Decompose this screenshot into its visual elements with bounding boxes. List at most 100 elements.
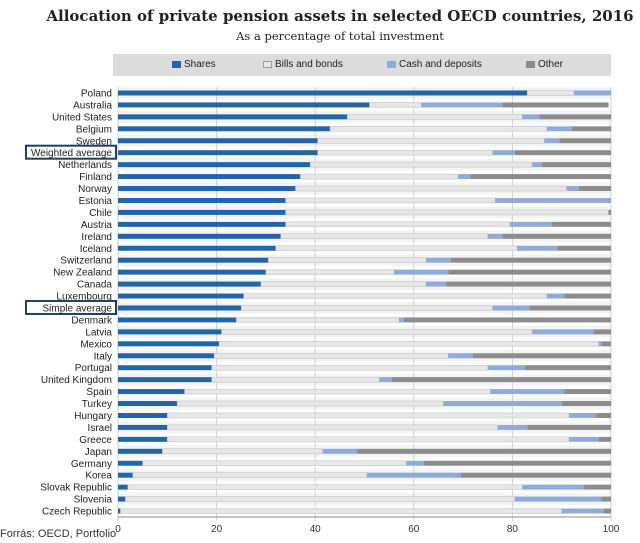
bar-bills-and-bonds-korea: [132, 472, 368, 478]
bar-bills-and-bonds-slovenia: [125, 496, 516, 502]
category-label-mexico: Mexico: [80, 339, 112, 350]
bar-shares-italy: [118, 353, 215, 359]
category-label-finland: Finland: [79, 172, 112, 183]
bar-other-netherlands: [541, 162, 611, 168]
bar-shares-germany: [118, 460, 143, 466]
bar-shares-mexico: [118, 341, 220, 347]
bar-bills-and-bonds-australia: [369, 102, 422, 108]
bar-cash-and-deposits-portugal: [487, 365, 525, 371]
bar-other-finland: [470, 174, 611, 180]
bar-cash-and-deposits-israel: [497, 424, 528, 430]
bar-cash-and-deposits-luxembourg: [546, 293, 565, 299]
bar-shares-poland: [118, 90, 528, 96]
bar-shares-estonia: [118, 197, 286, 203]
bar-cash-and-deposits-hungary: [569, 412, 597, 418]
highlight-box-simple-average: [25, 299, 117, 315]
bar-shares-korea: [118, 472, 133, 478]
bar-shares-new-zealand: [118, 269, 266, 275]
bar-cash-and-deposits-australia: [421, 102, 503, 108]
bar-cash-and-deposits-netherlands: [532, 162, 542, 168]
bar-bills-and-bonds-finland: [300, 173, 459, 180]
bar-bills-and-bonds-mexico: [218, 341, 599, 347]
bar-other-sweden: [559, 138, 611, 144]
legend-label-shares: Shares: [184, 59, 216, 70]
bar-shares-slovak-republic: [118, 484, 128, 490]
category-label-belgium: Belgium: [76, 124, 112, 135]
category-label-spain: Spain: [86, 387, 112, 398]
bar-other-norway: [578, 186, 611, 192]
bar-shares-israel: [118, 424, 168, 430]
bar-shares-netherlands: [118, 162, 311, 168]
bar-cash-and-deposits-ireland: [487, 233, 503, 239]
bar-shares-canada: [118, 281, 261, 287]
bar-shares-switzerland: [118, 257, 269, 263]
bar-other-israel: [527, 424, 611, 430]
bar-shares-simple-average: [118, 305, 242, 311]
bar-other-hungary: [596, 412, 611, 418]
bar-bills-and-bonds-spain: [184, 388, 491, 395]
bar-bills-and-bonds-ireland: [280, 233, 488, 240]
category-label-estonia: Estonia: [79, 196, 113, 207]
chart-title: Allocation of private pension assets in …: [46, 7, 634, 25]
category-label-united-kingdom: United Kingdom: [41, 375, 112, 386]
category-label-iceland: Iceland: [80, 244, 112, 255]
category-label-ireland: Ireland: [81, 232, 112, 243]
bar-shares-belgium: [118, 126, 330, 132]
bar-bills-and-bonds-denmark: [236, 317, 400, 323]
bar-shares-austria: [118, 221, 286, 227]
legend-item-other: Other: [526, 54, 563, 76]
bar-cash-and-deposits-belgium: [546, 126, 572, 132]
category-label-portugal: Portugal: [75, 363, 112, 374]
bar-cash-and-deposits-austria: [509, 221, 552, 227]
legend-item-bills-and-bonds: Bills and bonds: [263, 54, 343, 76]
category-label-canada: Canada: [77, 280, 112, 291]
category-label-turkey: Turkey: [82, 399, 112, 410]
bar-bills-and-bonds-poland: [526, 90, 575, 96]
bar-cash-and-deposits-czech-republic: [561, 508, 604, 514]
bar-shares-japan: [118, 448, 163, 454]
category-label-latvia: Latvia: [85, 327, 112, 338]
bar-shares-united-kingdom: [118, 377, 212, 383]
bar-other-japan: [357, 448, 611, 454]
bar-shares-denmark: [118, 317, 237, 323]
bar-cash-and-deposits-slovenia: [514, 496, 602, 502]
bar-other-chile: [608, 209, 611, 215]
category-label-chile: Chile: [89, 208, 112, 219]
x-tick-label-40: 40: [310, 524, 322, 535]
bar-bills-and-bonds-belgium: [329, 126, 548, 132]
bar-other-germany: [423, 460, 611, 466]
bar-shares-chile: [118, 209, 286, 215]
bar-other-luxembourg: [564, 293, 611, 299]
bar-bills-and-bonds-portugal: [211, 364, 488, 371]
bar-bills-and-bonds-germany: [142, 460, 407, 466]
legend-item-shares: Shares: [172, 54, 216, 76]
legend-label-cash-and-deposits: Cash and deposits: [399, 59, 482, 70]
bar-bills-and-bonds-czech-republic: [120, 508, 562, 514]
category-label-israel: Israel: [88, 423, 112, 434]
bar-cash-and-deposits-slovak-republic: [522, 484, 584, 490]
bar-bills-and-bonds-new-zealand: [265, 269, 395, 275]
bar-other-denmark: [403, 317, 611, 323]
bar-bills-and-bonds-slovak-republic: [127, 484, 523, 490]
bar-other-new-zealand: [448, 269, 611, 275]
bar-bills-and-bonds-canada: [260, 281, 427, 287]
category-label-new-zealand: New Zealand: [53, 268, 112, 279]
legend-swatch-shares: [172, 61, 181, 68]
category-label-luxembourg: Luxembourg: [56, 292, 112, 303]
category-label-simple-average: Simple average: [43, 303, 113, 314]
bar-shares-turkey: [118, 401, 178, 407]
bar-shares-czech-republic: [118, 508, 121, 514]
bar-bills-and-bonds-united-kingdom: [211, 376, 380, 383]
bar-bills-and-bonds-greece: [167, 436, 570, 443]
bar-other-australia: [502, 102, 609, 108]
category-label-united-states: United States: [52, 112, 112, 123]
category-label-italy: Italy: [94, 351, 112, 362]
bar-cash-and-deposits-korea: [366, 472, 461, 478]
bar-bills-and-bonds-sweden: [317, 138, 545, 144]
bar-other-italy: [472, 353, 611, 359]
bar-cash-and-deposits-greece: [569, 436, 599, 442]
bar-shares-portugal: [118, 365, 212, 371]
bar-bills-and-bonds-weighted-average: [317, 149, 493, 156]
bar-other-portugal: [524, 365, 611, 371]
